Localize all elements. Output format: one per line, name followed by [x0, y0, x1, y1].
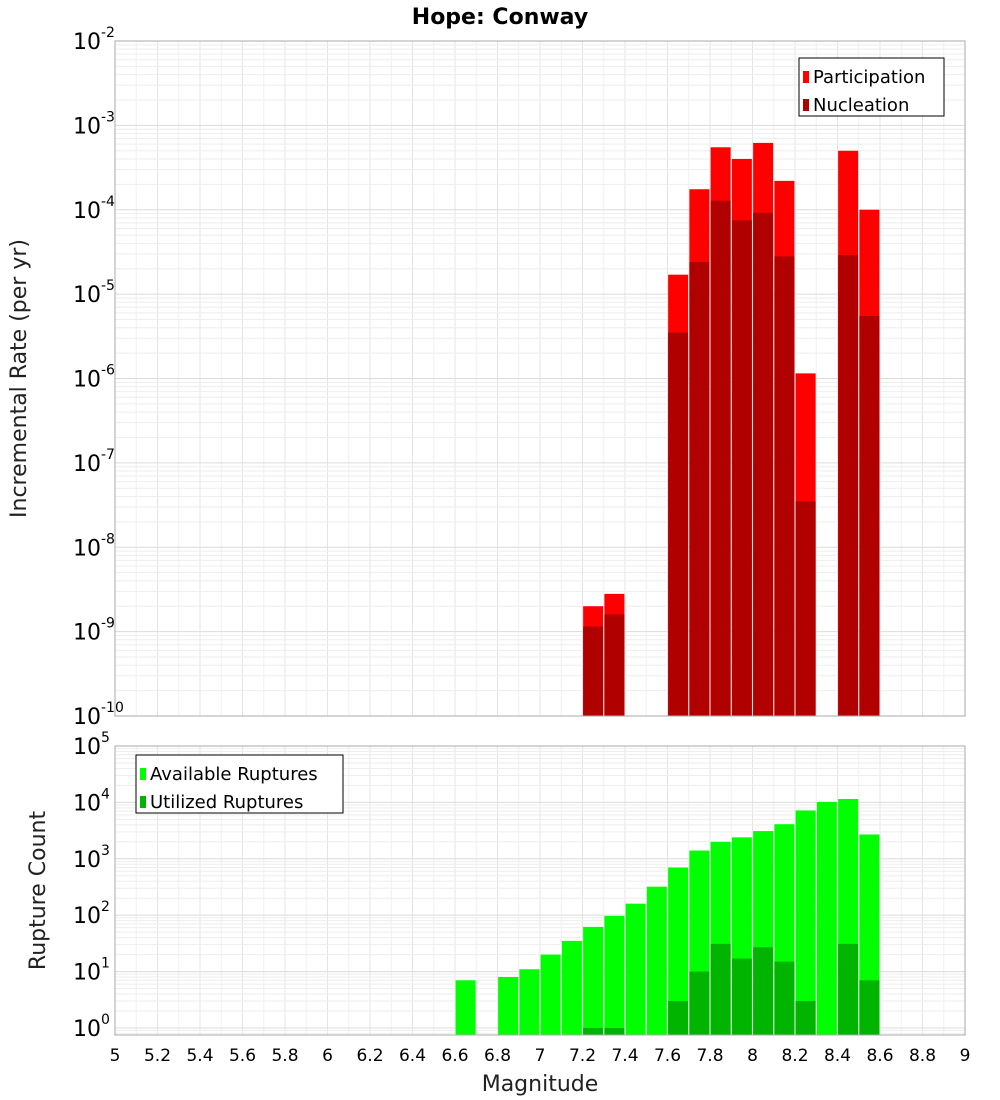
x-tick-label: 5.8 [271, 1046, 298, 1066]
utilized-ruptures-bar [774, 961, 795, 1035]
x-tick-label: 8.8 [909, 1046, 936, 1066]
x-tick-label: 6.2 [356, 1046, 383, 1066]
available-ruptures-bar [540, 954, 561, 1035]
y-tick-label: 10-8 [73, 531, 115, 561]
utilized-ruptures-bar [604, 1027, 625, 1035]
x-tick-label: 7.6 [654, 1046, 681, 1066]
y-tick-label: 10-6 [73, 363, 115, 393]
x-tick-label: 6.4 [399, 1046, 426, 1066]
x-tick-label: 8 [747, 1046, 758, 1066]
bottom-y-tick-labels: 100 101 102 103 104 105 [73, 730, 110, 1042]
x-tick-label: 7.8 [696, 1046, 723, 1066]
y-tick-label: 10-3 [73, 109, 115, 139]
y-tick-label: 10-10 [73, 700, 124, 730]
y-tick-label: 10-5 [73, 278, 115, 308]
x-tick-label: 8.4 [824, 1046, 851, 1066]
top-gridlines [114, 40, 966, 717]
legend-swatch [803, 71, 809, 83]
x-tick-label: 5.2 [144, 1046, 171, 1066]
x-tick-label: 8.2 [781, 1046, 808, 1066]
x-tick-labels: 5 5.2 5.4 5.6 5.8 6 6.2 6.4 6.6 6.8 7 7.2 7.4 7.6 7.8 8… [110, 1046, 971, 1066]
top-legend: Participation Nucleation [798, 57, 945, 117]
x-tick-label: 6 [322, 1046, 333, 1066]
y-tick-label: 10-2 [73, 25, 115, 55]
legend-swatch [803, 99, 809, 111]
y-tick-label: 103 [73, 843, 110, 873]
available-ruptures-bar [816, 801, 837, 1035]
nucleation-bar [604, 614, 625, 716]
chart-title: Hope: Conway [412, 5, 588, 30]
participation-nucleation-panel: 10-10 10-9 10-8 10-7 10-6 10-5 10-4 10-3 10-2 In… [7, 25, 966, 730]
x-tick-label: 8.6 [866, 1046, 893, 1066]
utilized-ruptures-bar [583, 1027, 604, 1035]
nucleation-bar [710, 200, 731, 716]
x-tick-label: 5.6 [229, 1046, 256, 1066]
available-ruptures-bar [795, 810, 816, 1035]
x-tick-label: 5.4 [186, 1046, 213, 1066]
y-tick-label: 10-7 [73, 447, 115, 477]
y-tick-label: 10-9 [73, 616, 115, 646]
x-tick-label: 7 [535, 1046, 546, 1066]
legend-label: Utilized Ruptures [150, 792, 303, 813]
available-ruptures-bar [625, 903, 646, 1035]
utilized-ruptures-bar [731, 958, 752, 1035]
x-tick-label: 9 [960, 1046, 971, 1066]
rupture-count-panel: 100 101 102 103 104 105 Rupture Count Availab… [26, 730, 970, 1097]
y-tick-label: 10-4 [73, 194, 115, 224]
utilized-ruptures-bar [753, 947, 774, 1035]
y-tick-label: 104 [73, 786, 110, 816]
x-tick-label: 7.4 [611, 1046, 638, 1066]
y-tick-label: 102 [73, 899, 110, 929]
utilized-ruptures-bar [668, 1001, 689, 1035]
y-tick-label: 105 [73, 730, 110, 760]
utilized-ruptures-bar [838, 943, 859, 1035]
y-tick-label: 100 [73, 1012, 110, 1042]
utilized-ruptures-bar [859, 980, 880, 1035]
top-bars [583, 142, 880, 717]
available-ruptures-bar [583, 926, 604, 1035]
bottom-bars [455, 798, 880, 1035]
legend-label: Available Ruptures [150, 764, 318, 785]
available-ruptures-bar [604, 915, 625, 1035]
legend-box [798, 57, 945, 117]
utilized-ruptures-bar [710, 943, 731, 1035]
legend-swatch [140, 796, 146, 808]
available-ruptures-bar [519, 969, 540, 1035]
nucleation-bar [859, 316, 880, 716]
available-ruptures-bar [498, 977, 519, 1035]
bottom-legend: Available Ruptures Utilized Ruptures [135, 754, 344, 814]
nucleation-bar [668, 332, 689, 716]
nucleation-bar [838, 255, 859, 716]
top-y-tick-labels: 10-10 10-9 10-8 10-7 10-6 10-5 10-4 10-3 10-2 [73, 25, 124, 730]
legend-box [135, 754, 344, 814]
nucleation-bar [753, 212, 774, 716]
available-ruptures-bar [561, 940, 582, 1035]
nucleation-bar [774, 256, 795, 716]
available-ruptures-bar [455, 980, 476, 1035]
nucleation-bar [689, 262, 710, 716]
x-tick-label: 6.6 [441, 1046, 468, 1066]
legend-label: Nucleation [813, 95, 909, 116]
y-tick-label: 101 [73, 956, 110, 986]
x-tick-label: 5 [110, 1046, 121, 1066]
bottom-y-axis-label: Rupture Count [26, 811, 51, 971]
available-ruptures-bar [646, 886, 667, 1035]
nucleation-bar [731, 220, 752, 717]
bottom-plot-border [114, 745, 966, 1036]
utilized-ruptures-bar [795, 1001, 816, 1035]
top-plot-border [114, 40, 966, 717]
nucleation-bar [795, 501, 816, 716]
x-tick-label: 6.8 [484, 1046, 511, 1066]
x-axis-label: Magnitude [482, 1072, 599, 1097]
available-ruptures-bar [668, 867, 689, 1035]
utilized-ruptures-bar [689, 971, 710, 1035]
legend-label: Participation [813, 67, 925, 88]
x-tick-label: 7.2 [569, 1046, 596, 1066]
nucleation-bar [583, 626, 604, 716]
legend-swatch [140, 768, 146, 780]
top-y-axis-label: Incremental Rate (per yr) [7, 239, 32, 518]
